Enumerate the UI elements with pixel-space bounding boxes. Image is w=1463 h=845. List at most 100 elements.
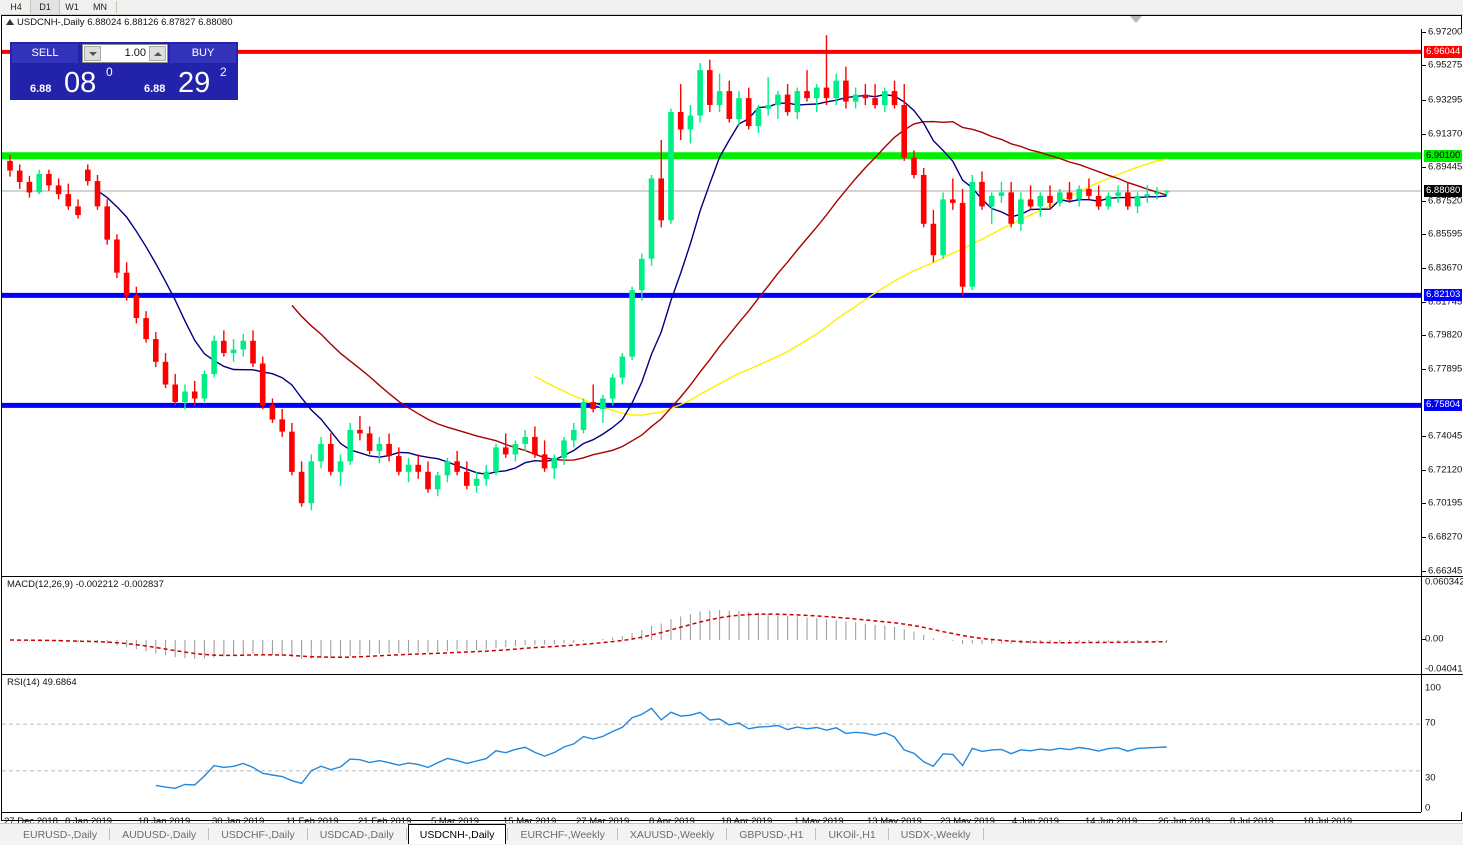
one-click-trading-panel[interactable]: SELL 1.00 BUY 6.88 08 0 6.88 29 2 [10, 42, 238, 100]
timeframe-button-w1[interactable]: W1 [65, 2, 79, 12]
chart-tab-strip: EURUSD-,Daily AUDUSD-,Daily USDCHF-,Daily U… [12, 824, 985, 845]
chart-tab-usdchf-daily[interactable]: USDCHF-,Daily [221, 829, 295, 841]
candle-body [687, 115, 694, 130]
price-tick-label: 6.68270 [1428, 531, 1463, 543]
time-scale-axis[interactable]: 27 Dec 2018 8 Jan 2019 18 Jan 2019 30 Jan 2… [2, 812, 1421, 831]
sell-price-display[interactable]: 6.88 08 0 [12, 64, 122, 99]
chart-scroll-marker-icon[interactable] [1130, 16, 1142, 23]
time-tick-label: 13 May 2019 [867, 816, 922, 827]
candle-body [143, 318, 149, 340]
candle-body [75, 206, 81, 216]
price-label-resistance-green[interactable]: 6.90100 [1424, 149, 1463, 162]
candle-body [1144, 194, 1150, 196]
candle-body [726, 91, 733, 119]
rsi-tick-label: 0 [1425, 802, 1431, 814]
candle-body [376, 443, 383, 451]
price-tick [1422, 470, 1426, 471]
candle-body [522, 436, 528, 444]
price-tick-label: 6.77895 [1428, 363, 1463, 375]
price-pane[interactable] [2, 29, 1421, 574]
candle-body [911, 157, 917, 175]
candle-body [794, 91, 801, 113]
price-label-support-blue-lower[interactable]: 6.75804 [1424, 399, 1463, 412]
time-tick-label: 27 Dec 2018 [4, 816, 58, 827]
timeframe-button-h4[interactable]: H4 [10, 2, 22, 12]
time-tick-label: 8 Jan 2019 [65, 816, 113, 827]
candle-body [1057, 192, 1063, 203]
chart-window: USDCNH-,Daily 6.88024 6.88126 6.87827 6.… [1, 15, 1463, 827]
candle-body [1154, 192, 1160, 195]
candle-body [434, 475, 441, 490]
price-tick [1422, 134, 1426, 135]
volume-decrease-button[interactable] [84, 46, 101, 61]
sell-price-sup: 0 [106, 65, 113, 79]
candle-body [959, 202, 966, 287]
candle-body [240, 340, 247, 350]
collapse-triangle-icon[interactable] [6, 19, 14, 25]
price-tick-label: 6.89445 [1428, 161, 1463, 173]
price-tick-label: 6.66345 [1428, 565, 1463, 577]
candle-body [182, 391, 188, 402]
macd-tick [1422, 639, 1426, 640]
chart-tab-audusd-daily[interactable]: AUDUSD-,Daily [122, 829, 197, 841]
volume-value[interactable]: 1.00 [124, 47, 146, 59]
tab-divider [405, 827, 407, 840]
chart-tab-ukoil-h1[interactable]: UKOil-,H1 [828, 829, 876, 841]
chart-tab-usdx-weekly[interactable]: USDX-,Weekly [900, 829, 971, 841]
candle-body [85, 169, 91, 182]
sell-price-prefix: 6.88 [30, 83, 52, 95]
candle-body [755, 108, 762, 127]
candle-body [590, 402, 596, 409]
candle-body [629, 290, 635, 357]
candle-body [454, 461, 460, 472]
price-tick [1422, 234, 1426, 235]
ma-fast-line [97, 93, 1167, 476]
chart-tab-usdcad-daily[interactable]: USDCAD-,Daily [319, 829, 394, 841]
candle-body [337, 461, 344, 472]
chart-tab-usdcnh-daily[interactable]: USDCNH-,Daily [407, 824, 507, 844]
chart-tab-eurusd-daily[interactable]: EURUSD-,Daily [23, 829, 98, 841]
buy-price-display[interactable]: 6.88 29 2 [126, 64, 236, 99]
candle-body [318, 443, 324, 462]
candle-body [882, 91, 888, 106]
rsi-pane[interactable]: RSI(14) 49.6864 [2, 674, 1421, 813]
price-tick [1422, 268, 1426, 269]
candle-body [600, 398, 606, 409]
sell-button[interactable]: SELL [12, 44, 78, 63]
volume-increase-button[interactable] [149, 46, 166, 61]
rsi-tick-label: 70 [1425, 717, 1436, 729]
price-label-support-blue-upper[interactable]: 6.82103 [1424, 289, 1463, 302]
price-tick-label: 6.74045 [1428, 430, 1463, 442]
timeframe-button-d1[interactable]: D1 [30, 0, 60, 14]
candle-body [172, 384, 178, 402]
candle-body [930, 223, 937, 256]
price-tick-label: 6.93295 [1428, 94, 1463, 106]
candle-body [891, 91, 898, 106]
chart-tab-xauusd-weekly[interactable]: XAUUSD-,Weekly [629, 829, 715, 841]
price-label-current-price[interactable]: 6.88080 [1424, 184, 1463, 197]
chart-tab-bar[interactable]: EURUSD-,Daily AUDUSD-,Daily USDCHF-,Daily U… [0, 823, 1463, 845]
macd-pane[interactable]: MACD(12,26,9) -0.002212 -0.002837 [2, 576, 1421, 674]
candle-body [26, 181, 33, 193]
time-tick-label: 8 Jul 2019 [1230, 816, 1274, 827]
price-tick [1422, 32, 1426, 33]
timeframe-button-mn[interactable]: MN [93, 2, 107, 12]
candle-body [716, 91, 723, 106]
buy-button[interactable]: BUY [170, 44, 236, 63]
volume-stepper[interactable]: 1.00 [82, 44, 168, 63]
tab-divider [616, 827, 618, 840]
chart-tab-eurchf-weekly[interactable]: EURCHF-,Weekly [520, 829, 605, 841]
price-tick-label: 6.97200 [1428, 26, 1463, 38]
candle-body [843, 80, 849, 102]
candle-body [804, 91, 810, 99]
chart-tab-gbpusd-h1[interactable]: GBPUSD-,H1 [739, 829, 804, 841]
candle-body [464, 471, 470, 486]
candle-body [561, 440, 567, 458]
time-tick-label: 18 Apr 2019 [721, 816, 773, 827]
macd-histogram [19, 610, 1168, 659]
price-scale-axis[interactable]: 6.97200 6.95275 6.93295 6.91370 6.89445 6.875… [1421, 26, 1463, 814]
candle-body [1105, 195, 1112, 207]
price-tick [1422, 65, 1426, 66]
macd-signal-line [9, 613, 1167, 659]
price-label-resistance-red[interactable]: 6.96044 [1424, 45, 1463, 58]
